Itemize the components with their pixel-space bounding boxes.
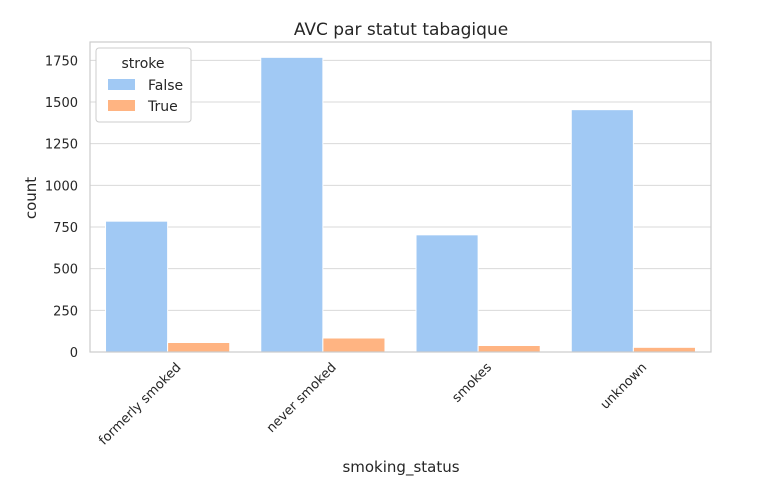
bars (105, 56, 696, 353)
legend-swatch-false (108, 79, 135, 90)
chart-title: AVC par statut tabagique (294, 20, 508, 40)
bar-unknown-false (570, 109, 634, 353)
y-tick-label: 750 (53, 221, 78, 236)
bar-formerly-smoked-true (167, 342, 231, 353)
legend-title: stroke (121, 56, 164, 72)
y-tick-label: 1500 (45, 96, 78, 111)
y-tick-label: 1750 (45, 54, 78, 69)
x-tick-label: formerly smoked (96, 360, 184, 448)
bar-never-smoked-true (322, 337, 386, 353)
bar-unknown-true (632, 346, 696, 353)
bar-smokes-true (477, 345, 541, 353)
x-axis-ticks: formerly smoked never smoked smokes unknown (96, 360, 650, 448)
x-axis-title: smoking_status (342, 458, 459, 477)
y-axis-ticks: 0 250 500 750 1000 1250 1500 1750 (45, 54, 78, 361)
x-tick-label: unknown (598, 360, 650, 412)
legend-swatch-true (108, 100, 135, 111)
y-axis-title: count (22, 177, 40, 219)
y-tick-label: 250 (53, 304, 78, 319)
y-tick-label: 0 (70, 346, 78, 361)
legend-label-true: True (147, 99, 178, 115)
bar-never-smoked-false (260, 56, 324, 353)
legend: stroke False True (95, 47, 192, 123)
y-tick-label: 1250 (45, 138, 78, 153)
bar-formerly-smoked-false (105, 220, 169, 353)
legend-label-false: False (148, 78, 183, 94)
y-tick-label: 500 (53, 263, 78, 278)
bar-smokes-false (415, 234, 479, 353)
x-tick-label: never smoked (264, 360, 340, 436)
x-tick-label: smokes (450, 360, 496, 406)
plot-frame (89, 41, 712, 353)
y-tick-label: 1000 (45, 179, 78, 194)
